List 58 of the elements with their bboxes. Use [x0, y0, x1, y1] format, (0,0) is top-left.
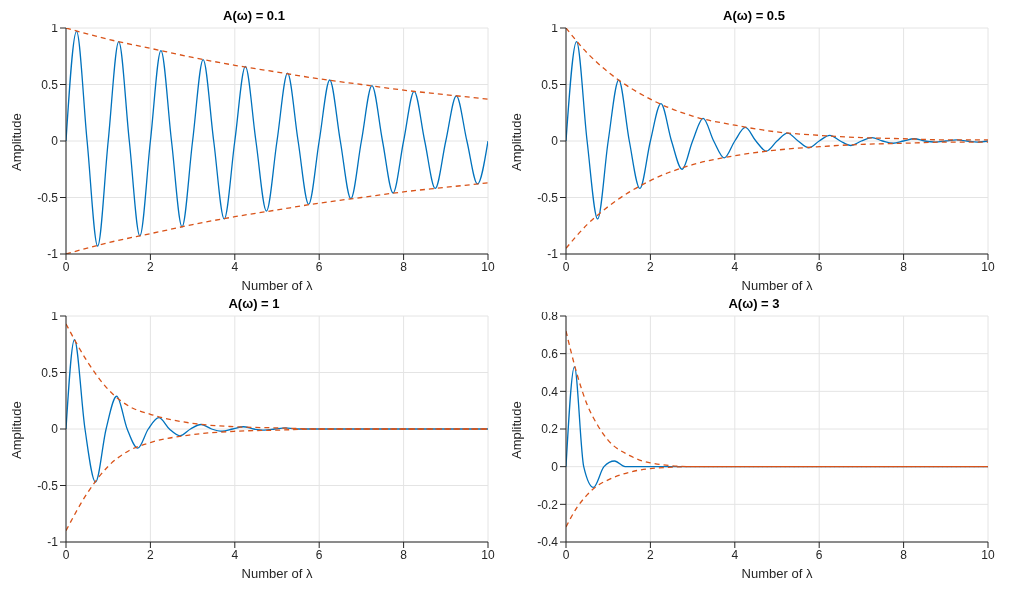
y-tick-label: -0.5	[537, 190, 559, 205]
x-axis-title: Number of λ	[241, 566, 313, 581]
y-axis-title: Amplitude	[508, 113, 524, 171]
y-tick-label: 1	[551, 21, 559, 36]
y-tick-label: -0.5	[37, 190, 59, 205]
y-tick-label: 1	[51, 309, 59, 324]
chart-title: A(ω) = 0.5	[723, 8, 785, 23]
y-axis-title: Amplitude	[508, 401, 524, 459]
y-tick-label: 0.2	[541, 422, 559, 437]
x-tick-label: 10	[481, 259, 495, 274]
y-tick-label: 1	[51, 21, 59, 36]
x-tick-label: 4	[231, 259, 239, 274]
y-tick-label: 0.4	[541, 384, 559, 399]
x-tick-label: 0	[62, 259, 70, 274]
x-tick-label: 8	[900, 259, 908, 274]
y-tick-label: 0	[51, 134, 59, 149]
y-tick-label: 0.5	[41, 365, 59, 380]
x-tick-label: 4	[231, 547, 239, 562]
x-tick-label: 0	[562, 547, 570, 562]
x-tick-label: 2	[147, 259, 155, 274]
x-tick-label: 0	[62, 547, 70, 562]
y-axis-title: Amplitude	[8, 113, 24, 171]
y-tick-label: 0.8	[541, 309, 559, 324]
y-axis-title: Amplitude	[8, 401, 24, 459]
x-tick-label: 10	[981, 259, 995, 274]
x-axis-title: Number of λ	[741, 278, 813, 293]
x-tick-label: 2	[647, 547, 655, 562]
x-axis-title: Number of λ	[241, 278, 313, 293]
chart-title: A(ω) = 0.1	[223, 8, 285, 23]
chart-title: A(ω) = 1	[228, 296, 280, 311]
x-tick-label: 6	[315, 547, 323, 562]
y-tick-label: -1	[47, 535, 59, 550]
y-tick-label: -1	[47, 247, 59, 262]
y-tick-label: 0	[551, 134, 559, 149]
y-tick-label: -1	[547, 247, 559, 262]
x-axis-title: Number of λ	[741, 566, 813, 581]
y-tick-label: -0.5	[37, 478, 59, 493]
y-tick-label: 0	[551, 459, 559, 474]
x-tick-label: 10	[981, 547, 995, 562]
x-tick-label: 10	[481, 547, 495, 562]
x-tick-label: 4	[731, 547, 739, 562]
y-tick-label: 0.6	[541, 346, 559, 361]
chart-title: A(ω) = 3	[728, 296, 780, 311]
x-tick-label: 8	[900, 547, 908, 562]
y-tick-label: 0	[51, 422, 59, 437]
x-tick-label: 2	[647, 259, 655, 274]
x-tick-label: 0	[562, 259, 570, 274]
x-tick-label: 2	[147, 547, 155, 562]
y-tick-label: 0.5	[41, 77, 59, 92]
y-tick-label: 0.5	[541, 77, 559, 92]
y-tick-label: -0.2	[537, 497, 559, 512]
x-tick-label: 4	[731, 259, 739, 274]
x-tick-label: 8	[400, 259, 408, 274]
y-tick-label: -0.4	[537, 535, 559, 550]
x-tick-label: 6	[315, 259, 323, 274]
x-tick-label: 8	[400, 547, 408, 562]
x-tick-label: 6	[815, 547, 823, 562]
x-tick-label: 6	[815, 259, 823, 274]
